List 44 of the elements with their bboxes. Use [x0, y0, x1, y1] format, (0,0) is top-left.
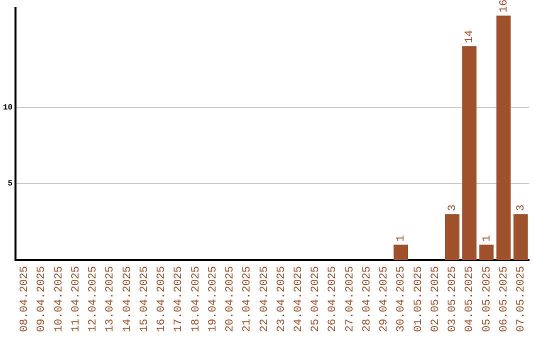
x-tick-label: 03.05.2025: [447, 266, 460, 332]
x-tick-label: 25.04.2025: [310, 266, 322, 332]
y-tick-label: 10: [2, 103, 13, 112]
bar: [394, 244, 408, 260]
bar: [462, 46, 476, 260]
bar: [479, 244, 494, 260]
x-tick-label: 29.04.2025: [378, 266, 391, 332]
x-tick-label: 14.04.2025: [122, 266, 134, 332]
bar: [444, 214, 460, 260]
x-tick-label: 30.04.2025: [396, 266, 408, 332]
x-tick-label: 18.04.2025: [190, 266, 202, 332]
x-tick-label: 27.04.2025: [344, 266, 356, 332]
x-tick-label: 19.04.2025: [207, 266, 220, 332]
data-label: 1: [481, 234, 494, 242]
data-label: 3: [447, 204, 460, 212]
data-label: 14: [464, 30, 476, 44]
x-tick-label: 02.05.2025: [430, 266, 442, 332]
x-tick-label: 28.04.2025: [361, 266, 374, 332]
x-tick-label: 07.05.2025: [516, 266, 528, 332]
x-tick-label: 08.04.2025: [19, 266, 32, 332]
data-label: 16: [498, 0, 510, 13]
data-label: 1: [396, 234, 408, 242]
x-tick-label: 22.04.2025: [258, 266, 271, 332]
x-tick-label: 15.04.2025: [138, 266, 151, 332]
x-tick-label: 06.05.2025: [498, 266, 510, 332]
x-tick-label: 10.04.2025: [53, 266, 66, 332]
x-tick-label: 13.04.2025: [104, 266, 117, 332]
x-tick-label: 17.04.2025: [173, 266, 186, 332]
x-tick-label: 12.04.2025: [88, 266, 100, 332]
y-tick-label: 5: [8, 180, 13, 189]
x-tick-label: 23.04.2025: [276, 266, 288, 332]
x-tick-label: 26.04.2025: [327, 266, 340, 332]
x-tick-label: 21.04.2025: [242, 266, 254, 332]
bar: [513, 214, 528, 260]
x-tick-label: 24.04.2025: [293, 266, 305, 332]
x-tick-label: 11.04.2025: [70, 266, 82, 332]
x-tick-label: 04.05.2025: [464, 266, 476, 332]
x-tick-label: 16.04.2025: [156, 266, 168, 332]
x-tick-label: 01.05.2025: [412, 266, 425, 332]
x-tick-label: 20.04.2025: [224, 266, 237, 332]
bar: [496, 16, 511, 260]
x-tick-label: 05.05.2025: [481, 266, 494, 332]
x-tick-label: 09.04.2025: [36, 266, 48, 332]
data-label: 3: [516, 204, 528, 212]
